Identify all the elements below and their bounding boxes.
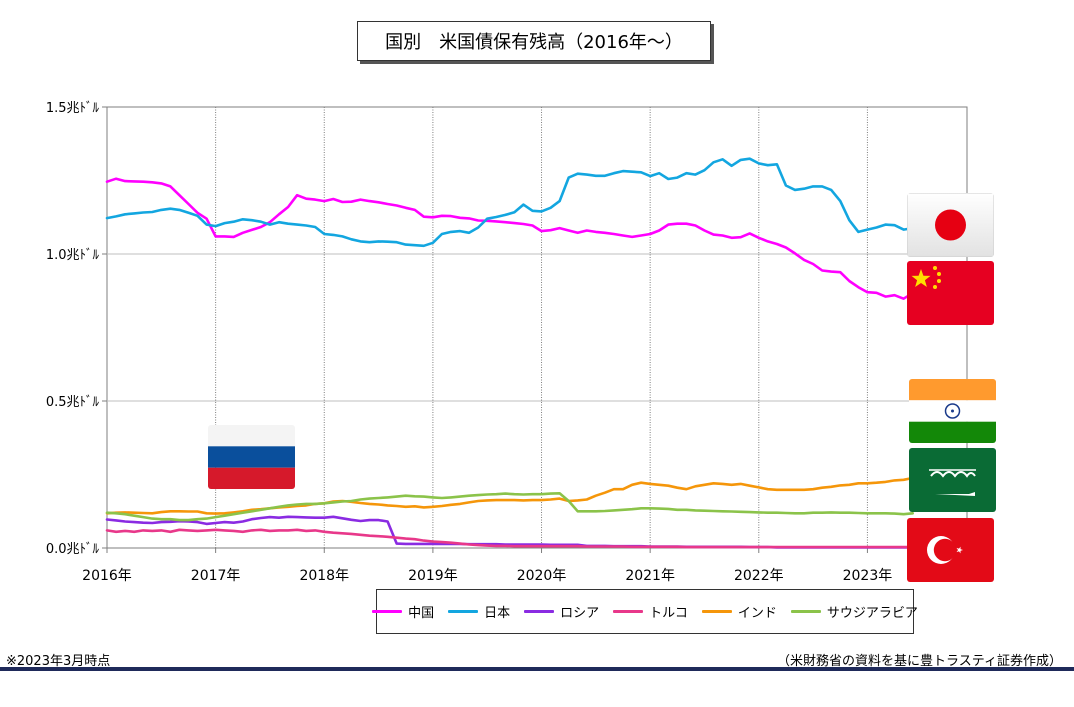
bottom-divider — [0, 667, 1074, 671]
x-tick-label: 2022年 — [734, 568, 784, 584]
source-note: （米財務省の資料を基に豊トラスティ証券作成） — [777, 654, 1062, 669]
series-line-3 — [105, 528, 915, 549]
legend-label: トルコ — [649, 606, 688, 621]
x-tick-label: 2019年 — [408, 568, 458, 584]
series-line-5 — [105, 491, 915, 522]
y-tick-label: 0.5兆ﾄﾞﾙ — [46, 395, 100, 410]
x-tick-label: 2021年 — [625, 568, 675, 584]
y-tick-label: 1.5兆ﾄﾞﾙ — [46, 101, 100, 116]
legend-item: ロシア — [524, 602, 599, 621]
x-tick-label: 2016年 — [82, 568, 132, 584]
turkey-flag-icon — [907, 518, 994, 582]
series-line-2 — [105, 515, 915, 549]
legend-label: 日本 — [484, 606, 511, 621]
legend-swatch — [613, 610, 644, 613]
y-tick-label: 0.0兆ﾄﾞﾙ — [46, 542, 100, 557]
saudi-arabia-flag-icon — [909, 448, 996, 512]
y-tick-label: 1.0兆ﾄﾞﾙ — [46, 248, 100, 263]
legend-label: 中国 — [408, 606, 435, 621]
x-tick-label: 2017年 — [191, 568, 241, 584]
china-flag-icon — [907, 261, 994, 325]
series-line-4 — [105, 476, 915, 515]
footnote: ※2023年3月時点 — [6, 654, 111, 669]
japan-flag-icon — [907, 193, 994, 257]
legend-swatch — [701, 610, 732, 613]
legend-item: サウジアラビア — [790, 602, 918, 621]
series-layer — [105, 157, 915, 549]
legend-swatch — [448, 610, 479, 613]
axis-layer: 0.0兆ﾄﾞﾙ 0.5兆ﾄﾞﾙ 1.0兆ﾄﾞﾙ 1.5兆ﾄﾞﾙ 2016年 2017年 20… — [46, 101, 892, 584]
legend-swatch — [524, 610, 555, 613]
legend-item: 日本 — [448, 602, 510, 621]
chart-title: 国別 米国債保有残高（2016年～） — [385, 32, 683, 53]
x-tick-label: 2018年 — [299, 568, 349, 584]
india-flag-icon — [909, 379, 996, 443]
legend-item: インド — [701, 602, 777, 621]
legend-item: トルコ — [613, 602, 688, 621]
legend-item: 中国 — [372, 602, 434, 621]
series-line-0 — [105, 177, 915, 301]
legend-swatch — [372, 610, 403, 613]
legend-swatch — [790, 610, 821, 613]
chart-legend: 中国 日本 ロシア トルコ インド サウジアラビア — [372, 589, 918, 634]
legend-label: ロシア — [560, 606, 600, 621]
series-line-1 — [105, 157, 915, 248]
x-tick-label: 2023年 — [843, 568, 893, 584]
legend-label: サウジアラビア — [826, 606, 918, 621]
russia-flag-icon — [208, 425, 295, 489]
x-tick-label: 2020年 — [517, 568, 567, 584]
legend-label: インド — [737, 606, 777, 621]
chart-title-box: 国別 米国債保有残高（2016年～） — [357, 21, 711, 61]
plot-area — [106, 106, 968, 549]
